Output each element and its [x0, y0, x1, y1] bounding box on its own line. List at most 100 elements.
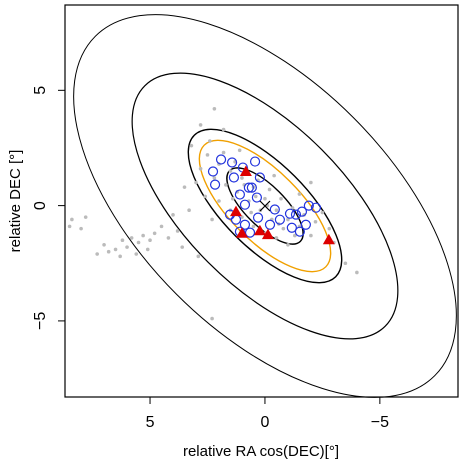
gray-point	[309, 180, 313, 185]
gray-point	[125, 245, 129, 249]
gray-point	[313, 219, 318, 224]
gray-point	[198, 123, 203, 127]
gray-point	[145, 247, 150, 252]
red-triangle	[322, 233, 335, 245]
blue-circle	[246, 182, 257, 193]
gray-point	[198, 166, 203, 171]
gray-point	[320, 210, 325, 215]
gray-point	[70, 217, 74, 222]
gray-point	[205, 153, 210, 157]
blue-circle	[264, 219, 276, 230]
x-axis-title: relative RA cos(DEC)[°]	[183, 443, 339, 460]
gray-point	[187, 208, 191, 213]
gray-point	[136, 240, 141, 245]
blue-circle	[303, 200, 314, 211]
blue-circle	[243, 182, 254, 193]
blue-circle	[244, 227, 256, 238]
gray-point	[210, 217, 214, 222]
gray-point	[175, 229, 180, 233]
blue-circle	[234, 189, 245, 200]
gray-point	[120, 238, 125, 242]
blue-circle	[300, 219, 311, 230]
gray-point	[83, 215, 88, 219]
red-triangle	[253, 224, 266, 236]
gray-point	[210, 316, 214, 321]
gray-point	[159, 224, 164, 229]
gray-point	[240, 215, 244, 219]
gray-point	[272, 173, 276, 178]
gray-point	[228, 169, 233, 173]
gray-point	[148, 238, 152, 242]
gray-point	[224, 183, 228, 187]
gray-point	[247, 199, 251, 203]
red-triangle	[239, 165, 252, 176]
blue-circle	[239, 219, 251, 230]
gray-point	[221, 150, 226, 155]
y-tick-label: 0	[32, 201, 49, 210]
gray-point	[212, 106, 217, 111]
gray-point	[249, 210, 253, 215]
y-axis-title: relative DEC [°]	[7, 150, 24, 253]
x-tick-label: −5	[371, 414, 389, 431]
gray-point	[203, 194, 207, 199]
blue-circle	[230, 214, 242, 225]
gray-point	[106, 249, 111, 254]
blue-circle	[209, 179, 221, 190]
gray-point	[290, 206, 295, 210]
y-tick-label: 5	[32, 86, 49, 95]
blue-circle	[274, 214, 285, 225]
gray-point	[196, 254, 201, 259]
gray-point	[286, 243, 290, 247]
gray-point	[221, 127, 226, 132]
gray-point	[230, 196, 235, 201]
blue-circle	[249, 156, 261, 167]
gray-point	[343, 261, 348, 266]
blue-circle	[239, 199, 251, 210]
gray-point	[212, 176, 217, 180]
blue-circle	[254, 172, 265, 183]
gray-point	[297, 192, 302, 196]
y-tick-label: −5	[32, 312, 49, 330]
gray-point	[240, 176, 244, 180]
gray-point	[217, 199, 221, 203]
gray-point	[309, 233, 313, 238]
blue-circle	[228, 172, 240, 183]
gray-point	[79, 226, 83, 231]
marks	[67, 106, 359, 321]
gray-point	[118, 254, 122, 259]
gray-point	[274, 236, 279, 240]
red-triangle	[229, 205, 242, 217]
blue-circle	[226, 157, 238, 168]
gray-point	[189, 143, 194, 148]
gray-point	[182, 185, 187, 189]
blue-circle	[310, 202, 322, 213]
blue-circle	[286, 222, 297, 233]
x-tick-label: 5	[146, 414, 155, 431]
gray-point	[171, 213, 175, 217]
gray-point	[279, 196, 283, 201]
red-triangle	[235, 227, 248, 238]
gray-point	[134, 252, 139, 256]
gray-point	[129, 236, 134, 240]
blue-circle	[251, 192, 263, 203]
gray-point	[180, 245, 185, 249]
gray-point	[152, 231, 157, 236]
x-tick-label: 0	[260, 414, 269, 431]
gray-point	[251, 224, 256, 229]
plot-frame	[64, 4, 459, 398]
gray-point	[293, 233, 297, 238]
gray-point	[267, 187, 272, 192]
gray-point	[253, 194, 258, 199]
gray-point	[194, 180, 198, 185]
gray-point	[113, 247, 118, 252]
blue-circle	[215, 154, 227, 165]
gray-point	[166, 236, 171, 240]
blue-circle	[252, 212, 264, 223]
gray-point	[274, 208, 279, 213]
gray-point	[67, 224, 72, 229]
gray-point	[141, 233, 145, 238]
gray-point	[237, 148, 242, 153]
red-triangle	[261, 228, 274, 240]
blue-circle	[294, 226, 305, 237]
